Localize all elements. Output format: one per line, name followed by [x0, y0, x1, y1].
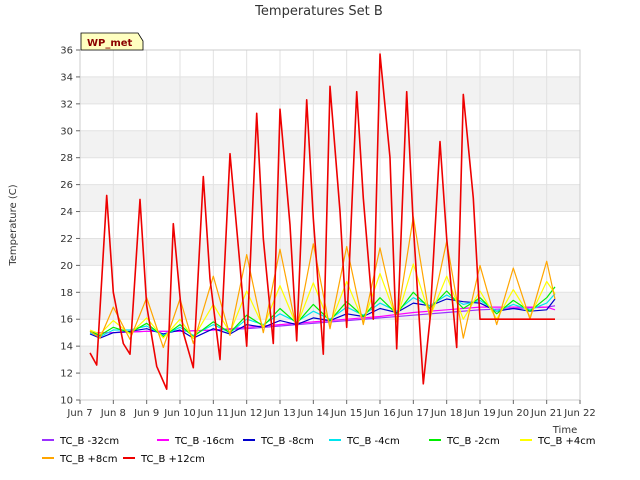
y-tick-label: 24: [60, 207, 73, 218]
grid-band: [80, 238, 580, 266]
station-badge-shape: [80, 32, 144, 51]
x-tick-label: Jun 15: [330, 408, 363, 419]
y-tick-label: 10: [60, 396, 73, 407]
series-lines: [89, 53, 556, 391]
legend: TC_B -32cm TC_B -16cm TC_B -8cm TC_B -4cm TC…: [42, 436, 596, 465]
legend-label: TC_B +12cm: [140, 454, 205, 465]
y-tick-label: 32: [60, 99, 73, 110]
series-line: [89, 298, 556, 339]
legend-label: TC_B +4cm: [537, 436, 596, 447]
y-tick-label: 12: [60, 369, 73, 380]
series-line: [89, 216, 556, 349]
y-tick-label: 14: [60, 342, 73, 353]
grid-band: [80, 346, 580, 374]
x-tick-label: Jun 17: [397, 408, 430, 419]
x-tick-label: Jun 13: [263, 408, 296, 419]
station-badge: WP_met: [80, 32, 144, 51]
series-line: [89, 53, 555, 391]
grid-band: [80, 184, 580, 212]
x-tick-label: Jun 19: [463, 408, 496, 419]
legend-label: TC_B -8cm: [260, 436, 314, 447]
y-tick-label: 22: [60, 234, 73, 245]
x-tick-label: Jun 11: [197, 408, 230, 419]
legend-label: TC_B -4cm: [346, 436, 400, 447]
x-tick-label: Jun 20: [497, 408, 530, 419]
y-tick-label: 36: [60, 46, 73, 57]
y-tick-label: 20: [60, 261, 73, 272]
station-badge-label: WP_met: [87, 38, 133, 49]
y-tick-label: 26: [60, 180, 73, 191]
x-tick-label: Jun 14: [297, 408, 330, 419]
x-tick-label: Jun 16: [363, 408, 396, 419]
x-tick-label: Jun 7: [66, 408, 92, 419]
x-axis-ticks: Jun 7 Jun 8 Jun 9 Jun 10 Jun 11 Jun 12 Jun 13 J…: [66, 400, 596, 419]
chart-title: Temperatures Set B: [254, 4, 383, 19]
y-axis-label: Temperature (C): [8, 184, 19, 266]
x-tick-label: Jun 8: [100, 408, 126, 419]
x-tick-label: Jun 12: [230, 408, 263, 419]
x-tick-label: Jun 21: [530, 408, 563, 419]
plot-frame: [79, 49, 581, 401]
grid-band: [80, 130, 580, 158]
grid-band: [80, 292, 580, 320]
x-tick-label: Jun 18: [430, 408, 463, 419]
y-axis-ticks: 10 12 14 16 18 20 22 24 26 28 30 32 34 36: [60, 46, 80, 407]
y-tick-label: 18: [60, 288, 73, 299]
legend-label: TC_B -32cm: [59, 436, 119, 447]
y-tick-label: 30: [60, 126, 73, 137]
x-tick-label: Jun 10: [163, 408, 196, 419]
y-tick-label: 28: [60, 153, 73, 164]
legend-label: TC_B +8cm: [59, 454, 118, 465]
legend-label: TC_B -16cm: [174, 436, 234, 447]
x-tick-label: Jun 9: [133, 408, 159, 419]
series-line: [89, 263, 556, 339]
x-tick-label: Jun 22: [563, 408, 596, 419]
x-axis-label: Time: [552, 425, 577, 436]
y-tick-label: 34: [60, 72, 73, 83]
legend-label: TC_B -2cm: [446, 436, 500, 447]
y-tick-label: 16: [60, 315, 73, 326]
